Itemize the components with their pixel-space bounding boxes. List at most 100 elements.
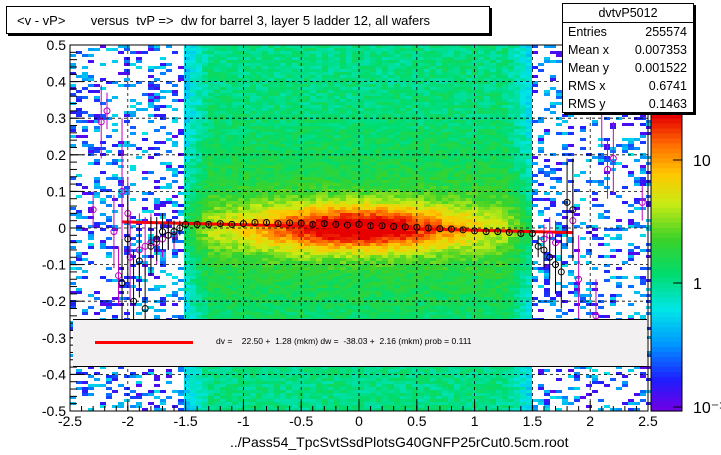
- heatmap-cell: [370, 99, 376, 102]
- heatmap-cell: [208, 249, 214, 252]
- heatmap-cell: [274, 150, 280, 153]
- heatmap-cell: [262, 303, 268, 306]
- heatmap-cell: [208, 366, 214, 369]
- heatmap-cell: [388, 393, 394, 396]
- heatmap-cell: [82, 120, 88, 123]
- heatmap-cell: [250, 135, 256, 138]
- heatmap-cell: [382, 378, 388, 381]
- heatmap-cell: [388, 303, 394, 306]
- heatmap-cell: [226, 93, 232, 96]
- heatmap-cell: [346, 297, 352, 300]
- heatmap-cell: [214, 258, 220, 261]
- heatmap-cell: [286, 261, 292, 264]
- heatmap-cell: [304, 156, 310, 159]
- heatmap-cell: [280, 204, 286, 207]
- heatmap-cell: [376, 204, 382, 207]
- heatmap-cell: [352, 60, 358, 63]
- heatmap-cell: [292, 132, 298, 135]
- heatmap-cell: [112, 123, 118, 126]
- heatmap-cell: [304, 51, 310, 54]
- heatmap-cell: [352, 378, 358, 381]
- heatmap-cell: [214, 306, 220, 309]
- heatmap-cell: [286, 135, 292, 138]
- heatmap-cell: [178, 390, 184, 393]
- heatmap-cell: [220, 96, 226, 99]
- heatmap-cell: [244, 405, 250, 408]
- heatmap-cell: [208, 408, 214, 411]
- heatmap-cell: [76, 387, 82, 390]
- heatmap-cell: [238, 390, 244, 393]
- heatmap-cell: [214, 402, 220, 405]
- heatmap-cell: [220, 150, 226, 153]
- heatmap-cell: [280, 63, 286, 66]
- heatmap-cell: [334, 381, 340, 384]
- heatmap-cell: [148, 105, 154, 108]
- heatmap-cell: [298, 102, 304, 105]
- heatmap-cell: [280, 402, 286, 405]
- heatmap-cell: [220, 90, 226, 93]
- heatmap-cell: [280, 87, 286, 90]
- heatmap-cell: [364, 270, 370, 273]
- heatmap-cell: [382, 366, 388, 369]
- heatmap-cell: [370, 60, 376, 63]
- heatmap-cell: [328, 156, 334, 159]
- heatmap-cell: [202, 48, 208, 51]
- heatmap-cell: [226, 168, 232, 171]
- heatmap-cell: [148, 75, 154, 78]
- heatmap-cell: [208, 57, 214, 60]
- heatmap-cell: [214, 135, 220, 138]
- heatmap-cell: [346, 258, 352, 261]
- heatmap-cell: [334, 309, 340, 312]
- heatmap-cell: [304, 312, 310, 315]
- heatmap-cell: [376, 207, 382, 210]
- heatmap-cell: [370, 228, 376, 231]
- heatmap-cell: [226, 288, 232, 291]
- heatmap-cell: [376, 48, 382, 51]
- heatmap-cell: [292, 63, 298, 66]
- heatmap-cell: [148, 147, 154, 150]
- heatmap-cell: [316, 63, 322, 66]
- heatmap-cell: [118, 141, 124, 144]
- heatmap-cell: [382, 108, 388, 111]
- heatmap-cell: [238, 192, 244, 195]
- heatmap-cell: [352, 96, 358, 99]
- heatmap-cell: [208, 243, 214, 246]
- heatmap-cell: [268, 219, 274, 222]
- heatmap-cell: [184, 369, 190, 372]
- heatmap-cell: [118, 180, 124, 183]
- heatmap-cell: [322, 186, 328, 189]
- heatmap-cell: [274, 237, 280, 240]
- heatmap-cell: [244, 180, 250, 183]
- heatmap-cell: [202, 165, 208, 168]
- heatmap-cell: [388, 156, 394, 159]
- heatmap-cell: [232, 267, 238, 270]
- heatmap-cell: [286, 216, 292, 219]
- heatmap-cell: [142, 210, 148, 213]
- heatmap-cell: [274, 126, 280, 129]
- heatmap-cell: [226, 231, 232, 234]
- heatmap-cell: [250, 159, 256, 162]
- heatmap-cell: [232, 240, 238, 243]
- heatmap-cell: [376, 213, 382, 216]
- heatmap-cell: [268, 210, 274, 213]
- heatmap-cell: [244, 171, 250, 174]
- heatmap-cell: [184, 390, 190, 393]
- heatmap-cell: [214, 294, 220, 297]
- heatmap-cell: [208, 54, 214, 57]
- heatmap-cell: [76, 108, 82, 111]
- heatmap-cell: [262, 399, 268, 402]
- heatmap-cell: [184, 270, 190, 273]
- heatmap-cell: [148, 102, 154, 105]
- heatmap-cell: [310, 162, 316, 165]
- heatmap-cell: [244, 120, 250, 123]
- heatmap-cell: [160, 90, 166, 93]
- heatmap-cell: [370, 186, 376, 189]
- heatmap-cell: [340, 183, 346, 186]
- heatmap-cell: [352, 234, 358, 237]
- heatmap-cell: [310, 309, 316, 312]
- heatmap-cell: [322, 276, 328, 279]
- heatmap-cell: [322, 114, 328, 117]
- heatmap-cell: [268, 207, 274, 210]
- heatmap-cell: [238, 276, 244, 279]
- heatmap-cell: [202, 390, 208, 393]
